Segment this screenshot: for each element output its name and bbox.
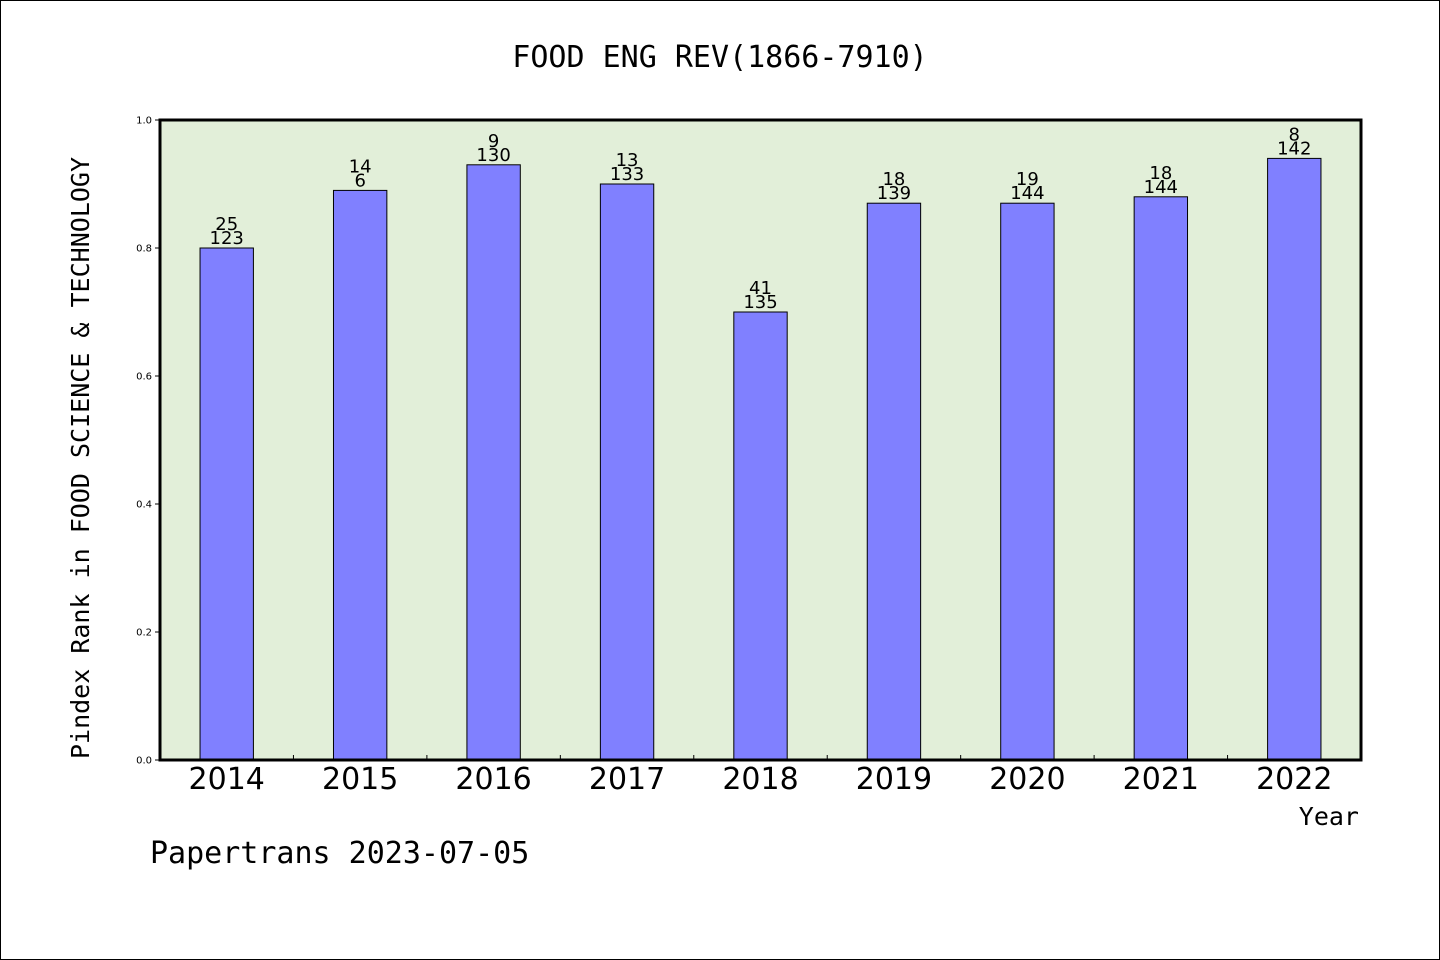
bar-2017 (599, 183, 655, 761)
bar-2018 (733, 311, 788, 761)
y-tick-label: 0.6 (136, 372, 152, 383)
bar-rank-label: 14 (349, 156, 372, 177)
y-tick-label: 0.4 (136, 500, 152, 511)
bar-total-label: 142 (1277, 138, 1311, 159)
bar-rank-label: 18 (882, 169, 905, 190)
x-tick-label: 2022 (1256, 762, 1332, 797)
x-tick-label: 2021 (1123, 762, 1199, 797)
bar-2022 (1267, 157, 1322, 761)
bar-2019 (866, 202, 922, 761)
y-tick-label: 1.0 (136, 116, 152, 127)
bar-2016 (466, 164, 521, 761)
y-axis-ticks: 0.0 0.2 0.4 0.6 0.8 1.0 (136, 116, 160, 767)
bar-rank-label: 9 (488, 131, 499, 152)
bar-total-label: 144 (1144, 177, 1178, 198)
bar-2015 (332, 189, 388, 761)
plot-border (158, 118, 1363, 762)
footer-text: Papertrans 2023-07-05 (150, 836, 529, 871)
bar-2021 (1133, 196, 1189, 761)
x-axis-label: Year (1299, 802, 1359, 831)
bars-layer (199, 157, 1322, 761)
bar-rank-label: 13 (616, 150, 639, 171)
bar-rank-label: 8 (1289, 124, 1300, 145)
x-tick-label: 2016 (455, 762, 531, 797)
x-tick-label: 2019 (856, 762, 932, 797)
bar-total-label: 6 (354, 170, 365, 191)
x-tick-label: 2018 (722, 762, 798, 797)
bar-total-label: 135 (743, 292, 777, 313)
x-axis-ticks: 2014 2015 2016 2017 2018 2019 2020 2021 2022 (189, 755, 1332, 797)
y-axis-label: Pindex Rank in FOOD SCIENCE & TECHNOLOGY (66, 157, 95, 759)
bar-total-label: 139 (877, 183, 911, 204)
x-tick-label: 2020 (989, 762, 1065, 797)
bar-rank-label: 18 (1149, 163, 1172, 184)
y-tick-label: 0.8 (136, 244, 152, 255)
bar-2014 (199, 247, 254, 761)
bar-2020 (1000, 202, 1055, 761)
bar-total-label: 133 (610, 164, 644, 185)
x-tick-label: 2015 (322, 762, 398, 797)
y-tick-label: 0.2 (136, 628, 152, 639)
bar-rank-label: 25 (215, 214, 238, 235)
bar-total-label: 130 (476, 145, 510, 166)
bar-total-label: 123 (210, 228, 244, 249)
y-tick-label: 0.0 (136, 756, 152, 767)
bar-total-label: 144 (1010, 183, 1044, 204)
x-tick-label: 2017 (589, 762, 665, 797)
x-tick-label: 2014 (189, 762, 265, 797)
bar-rank-label: 41 (749, 278, 772, 299)
bar-rank-label: 19 (1016, 169, 1039, 190)
chart-title: FOOD ENG REV(1866-7910) (512, 40, 927, 75)
